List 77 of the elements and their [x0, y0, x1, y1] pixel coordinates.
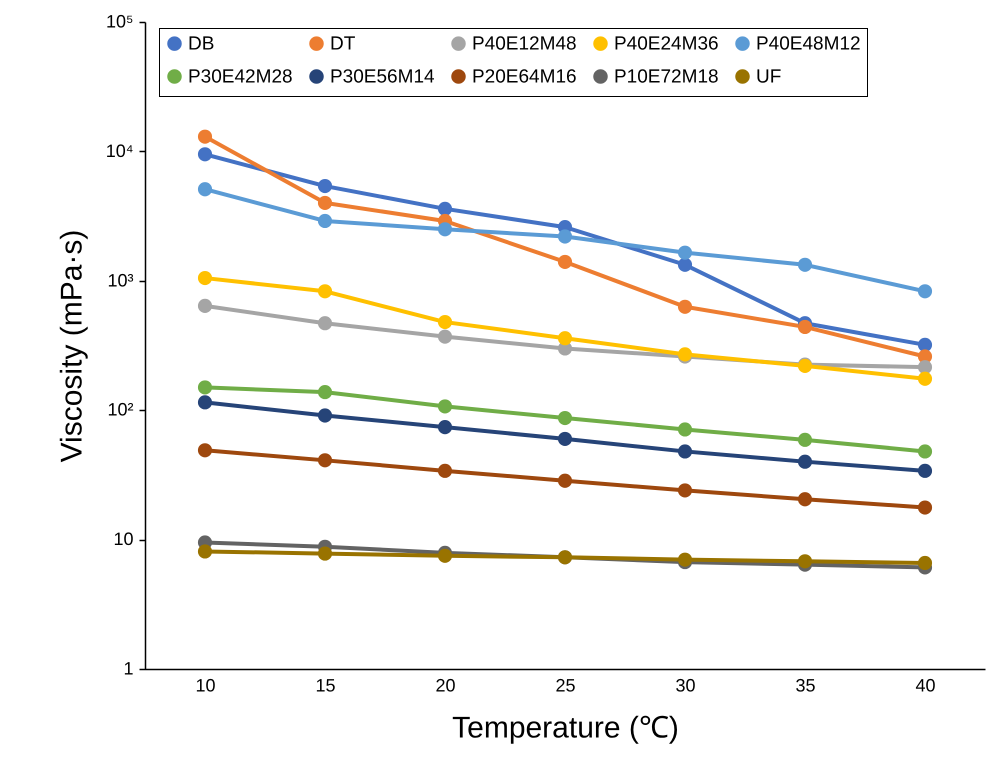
point: [678, 300, 692, 314]
y-tick-label: 10²: [107, 400, 134, 420]
point: [198, 298, 212, 313]
legend-label: UF: [756, 66, 782, 88]
point: [318, 408, 332, 423]
point: [678, 246, 692, 260]
point: [798, 454, 812, 469]
point: [558, 474, 572, 488]
point: [198, 182, 212, 196]
point: [678, 552, 692, 567]
point: [678, 258, 692, 272]
y-tick-label: 10⁵: [106, 12, 134, 32]
legend-label: P40E12M48: [472, 34, 577, 55]
point: [318, 284, 332, 298]
point: [318, 196, 332, 210]
point: [198, 395, 212, 410]
point: [918, 556, 932, 570]
point: [438, 420, 452, 434]
x-tick-label: 25: [555, 676, 576, 696]
point: [198, 544, 212, 558]
legend-label: P30E42M28: [188, 66, 293, 88]
point: [318, 316, 332, 330]
point: [198, 380, 212, 394]
point: [918, 444, 932, 459]
point: [198, 443, 212, 458]
point: [438, 548, 452, 563]
x-tick-label: 40: [915, 676, 936, 696]
legend-label: DT: [330, 34, 356, 55]
point: [438, 399, 452, 414]
point: [438, 202, 452, 216]
point: [798, 320, 812, 334]
x-axis-title: Temperature (℃): [452, 712, 679, 744]
point: [438, 464, 452, 478]
legend-label: P10E72M18: [614, 66, 719, 88]
x-tick-label: 30: [675, 676, 696, 696]
point: [678, 444, 692, 459]
legend-label: DB: [188, 34, 214, 55]
point: [318, 214, 332, 228]
x-tick-label: 35: [795, 676, 816, 696]
point: [318, 453, 332, 468]
point: [558, 331, 572, 346]
point: [198, 130, 212, 144]
point: [558, 432, 572, 446]
y-axis-title: Viscosity (mPa·s): [56, 230, 89, 462]
point: [798, 554, 812, 568]
legend-label: P20E64M16: [472, 66, 577, 88]
point: [798, 258, 812, 272]
legend-label: P40E24M36: [614, 34, 719, 55]
point: [918, 338, 932, 352]
y-tick-label: 10³: [107, 270, 134, 290]
point: [558, 229, 572, 244]
point: [918, 500, 932, 515]
point: [198, 147, 212, 162]
y-tick-label: 10⁴: [106, 140, 134, 161]
legend-label: P30E56M14: [330, 66, 436, 88]
point: [318, 178, 332, 194]
point: [918, 284, 932, 298]
point: [558, 410, 572, 426]
point: [918, 372, 932, 386]
y-tick-label: 10: [113, 529, 134, 550]
point: [318, 546, 332, 561]
point: [438, 314, 452, 330]
point: [198, 271, 212, 286]
point: [318, 385, 332, 400]
point: [678, 422, 692, 437]
point: [798, 492, 812, 506]
point: [438, 330, 452, 344]
point: [438, 222, 452, 236]
x-tick-label: 15: [315, 676, 336, 696]
x-tick-label: 20: [435, 676, 456, 696]
point: [798, 432, 812, 447]
point: [558, 254, 572, 269]
y-tick-label: 1: [123, 658, 134, 678]
legend-label: P40E48M12: [756, 34, 861, 55]
point: [918, 464, 932, 478]
x-tick-label: 10: [195, 676, 216, 696]
point: [678, 483, 692, 498]
